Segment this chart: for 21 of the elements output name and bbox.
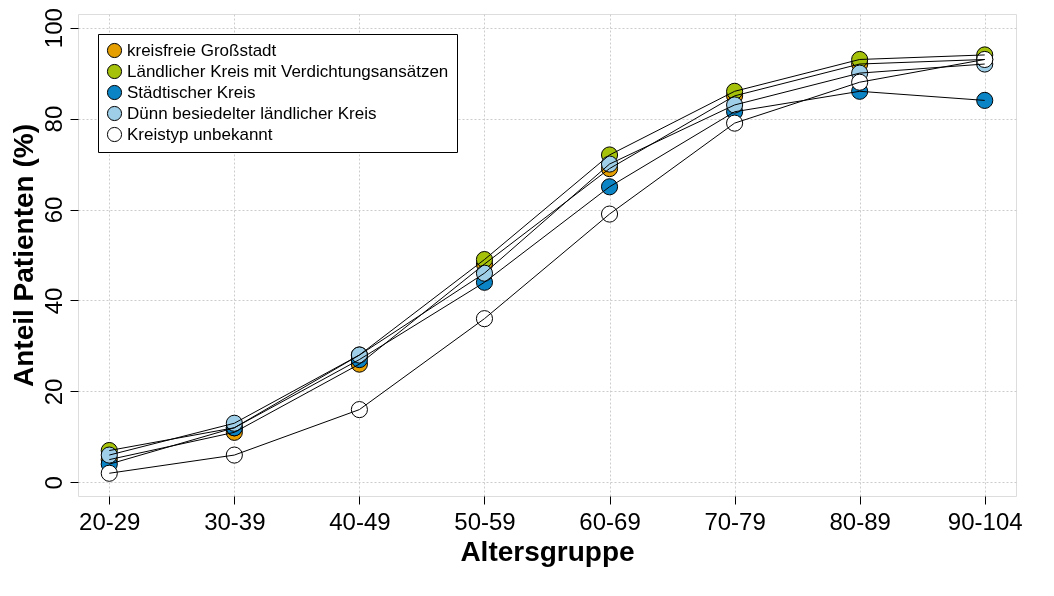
legend-label: Kreistyp unbekannt bbox=[127, 124, 273, 144]
x-tick-label: 60-69 bbox=[579, 507, 641, 535]
y-tick-label: 20 bbox=[39, 378, 67, 406]
legend-label: Ländlicher Kreis mit Verdichtungsansätzen bbox=[127, 61, 449, 81]
x-tick-label: 90-104 bbox=[947, 507, 1023, 535]
y-axis-title: Anteil Patienten (%) bbox=[7, 124, 39, 387]
x-tick-label: 80-89 bbox=[829, 507, 891, 535]
x-axis-title: Altersgruppe bbox=[460, 535, 635, 567]
legend-label: Städtischer Kreis bbox=[127, 82, 256, 102]
legend-label: kreisfreie Großstadt bbox=[127, 40, 277, 60]
x-tick-label: 20-29 bbox=[79, 507, 141, 535]
y-tick-label: 60 bbox=[39, 196, 67, 224]
x-tick-label: 50-59 bbox=[454, 507, 516, 535]
x-tick-label: 30-39 bbox=[204, 507, 266, 535]
y-tick-label: 80 bbox=[39, 105, 67, 133]
y-tick-label: 0 bbox=[39, 476, 67, 490]
y-tick-label: 100 bbox=[39, 8, 67, 49]
x-tick-label: 40-49 bbox=[329, 507, 391, 535]
x-tick-label: 70-79 bbox=[704, 507, 766, 535]
legend-label: Dünn besiedelter ländlicher Kreis bbox=[127, 103, 377, 123]
y-tick-label: 40 bbox=[39, 287, 67, 315]
